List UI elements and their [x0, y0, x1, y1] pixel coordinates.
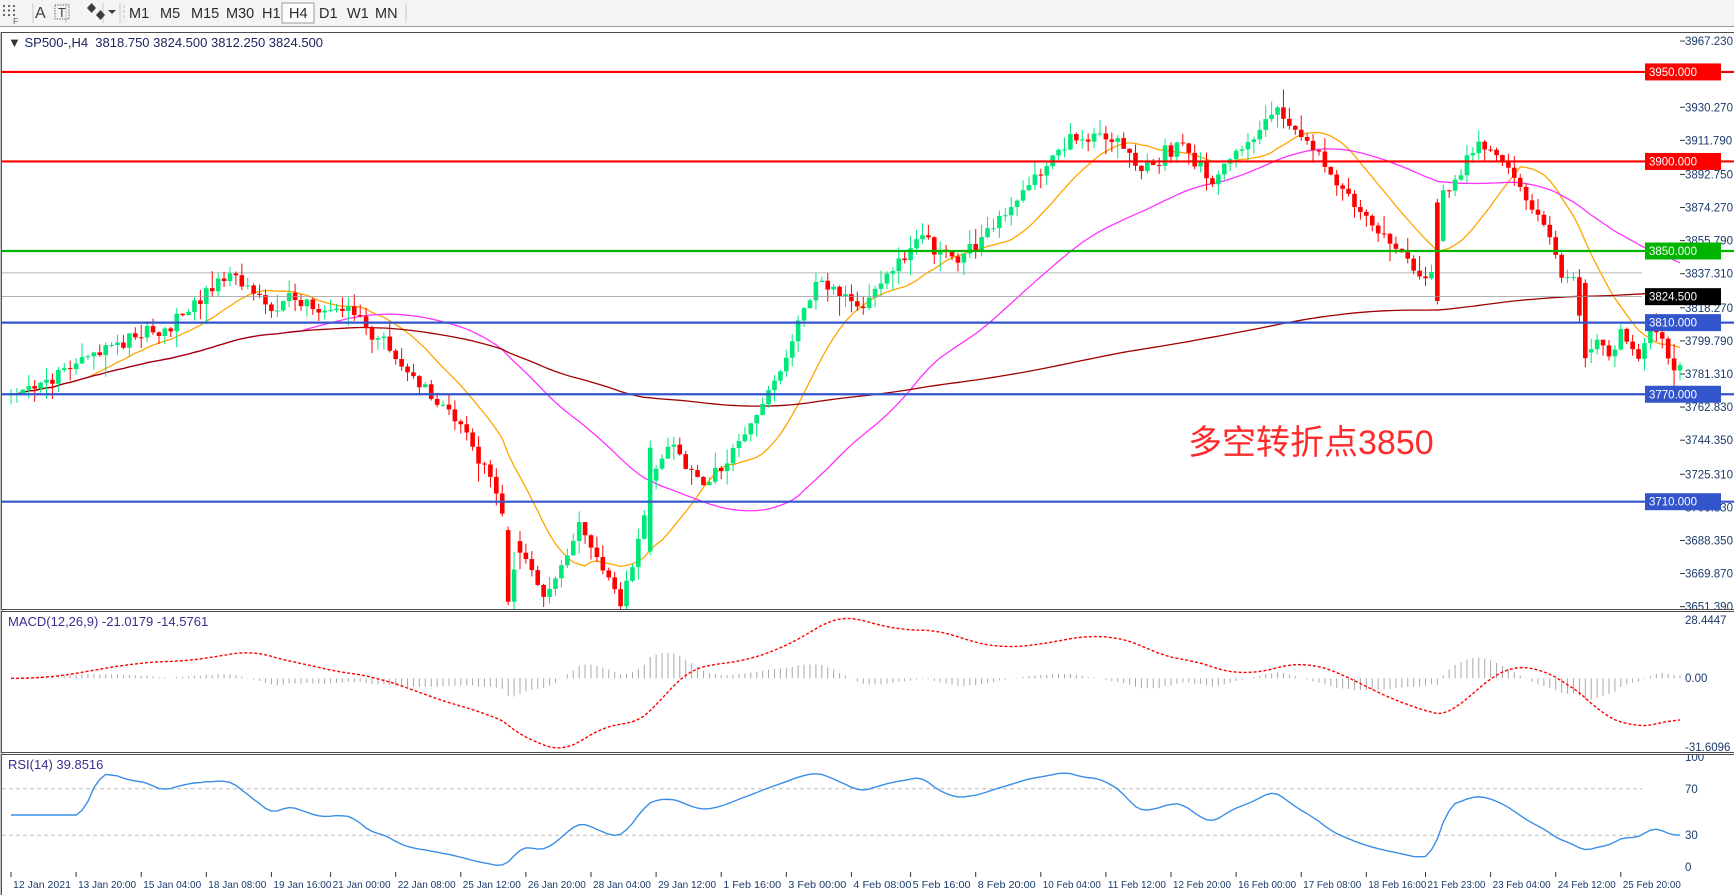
- svg-text:M1: M1: [129, 6, 149, 22]
- svg-text:11 Feb 12:00: 11 Feb 12:00: [1108, 880, 1166, 891]
- svg-text:3850.000: 3850.000: [1649, 246, 1697, 258]
- svg-text:3911.790: 3911.790: [1685, 135, 1732, 147]
- svg-text:10 Feb 04:00: 10 Feb 04:00: [1043, 880, 1101, 891]
- svg-text:12 Jan 2021: 12 Jan 2021: [13, 880, 71, 891]
- svg-text:25 Feb 20:00: 25 Feb 20:00: [1623, 880, 1681, 891]
- svg-text:16 Feb 00:00: 16 Feb 00:00: [1238, 880, 1296, 891]
- svg-text:25 Jan 12:00: 25 Jan 12:00: [463, 880, 521, 891]
- svg-text:29 Jan 12:00: 29 Jan 12:00: [658, 880, 716, 891]
- svg-text:3900.000: 3900.000: [1649, 156, 1697, 168]
- svg-text:D1: D1: [319, 6, 338, 22]
- svg-text:26 Jan 20:00: 26 Jan 20:00: [528, 880, 586, 891]
- svg-text:18 Feb 16:00: 18 Feb 16:00: [1368, 880, 1426, 891]
- svg-text:15 Jan 04:00: 15 Jan 04:00: [143, 880, 201, 891]
- svg-text:3762.830: 3762.830: [1685, 402, 1733, 414]
- svg-text:3874.270: 3874.270: [1685, 203, 1733, 215]
- svg-text:22 Jan 08:00: 22 Jan 08:00: [398, 880, 456, 891]
- svg-text:24 Feb 12:00: 24 Feb 12:00: [1558, 880, 1616, 891]
- svg-text:3651.390: 3651.390: [1685, 602, 1733, 609]
- svg-text:3930.270: 3930.270: [1685, 102, 1733, 114]
- svg-text:3799.790: 3799.790: [1685, 336, 1733, 348]
- svg-text:3781.310: 3781.310: [1685, 369, 1733, 381]
- svg-text:-31.6096: -31.6096: [1685, 742, 1730, 752]
- svg-text:3725.310: 3725.310: [1685, 469, 1733, 481]
- svg-text:21 Feb 23:00: 21 Feb 23:00: [1428, 880, 1486, 891]
- svg-text:H1: H1: [262, 6, 281, 22]
- svg-text:F: F: [13, 16, 18, 26]
- svg-text:70: 70: [1685, 784, 1698, 796]
- svg-text:3967.230: 3967.230: [1685, 36, 1733, 48]
- svg-text:3688.350: 3688.350: [1685, 535, 1733, 547]
- svg-text:1 Feb 16:00: 1 Feb 16:00: [723, 880, 781, 891]
- svg-text:M15: M15: [191, 6, 219, 22]
- svg-text:19 Jan 16:00: 19 Jan 16:00: [273, 880, 331, 891]
- svg-text:100: 100: [1685, 755, 1704, 764]
- svg-text:30: 30: [1685, 830, 1698, 842]
- svg-text:18 Jan 08:00: 18 Jan 08:00: [208, 880, 266, 891]
- svg-text:T: T: [58, 6, 66, 20]
- svg-text:17 Feb 08:00: 17 Feb 08:00: [1303, 880, 1361, 891]
- svg-text:3837.310: 3837.310: [1685, 269, 1733, 281]
- svg-text:M5: M5: [160, 6, 180, 22]
- svg-text:3 Feb 00:00: 3 Feb 00:00: [788, 880, 846, 891]
- svg-text:H4: H4: [289, 6, 308, 22]
- svg-text:3950.000: 3950.000: [1649, 67, 1697, 79]
- svg-text:W1: W1: [347, 6, 369, 22]
- svg-text:13 Jan 20:00: 13 Jan 20:00: [78, 880, 136, 891]
- svg-text:3824.500: 3824.500: [1649, 292, 1697, 304]
- svg-text:3770.000: 3770.000: [1649, 389, 1697, 401]
- svg-text:23 Feb 04:00: 23 Feb 04:00: [1493, 880, 1551, 891]
- svg-text:3710.000: 3710.000: [1649, 497, 1697, 509]
- svg-text:8 Feb 20:00: 8 Feb 20:00: [978, 880, 1036, 891]
- svg-text:5 Feb 16:00: 5 Feb 16:00: [913, 880, 971, 891]
- svg-text:0.00: 0.00: [1685, 673, 1707, 685]
- svg-text:MN: MN: [375, 6, 398, 22]
- svg-text:21 Jan 00:00: 21 Jan 00:00: [333, 880, 391, 891]
- svg-text:3744.350: 3744.350: [1685, 435, 1733, 447]
- svg-text:4 Feb 08:00: 4 Feb 08:00: [853, 880, 911, 891]
- svg-text:28.4447: 28.4447: [1685, 615, 1727, 627]
- svg-text:3892.750: 3892.750: [1685, 169, 1733, 181]
- svg-text:12 Feb 20:00: 12 Feb 20:00: [1173, 880, 1231, 891]
- svg-text:3669.870: 3669.870: [1685, 569, 1733, 581]
- svg-text:28 Jan 04:00: 28 Jan 04:00: [593, 880, 651, 891]
- svg-text:3810.000: 3810.000: [1649, 318, 1697, 330]
- svg-text:M30: M30: [226, 6, 254, 22]
- svg-text:A: A: [35, 5, 46, 22]
